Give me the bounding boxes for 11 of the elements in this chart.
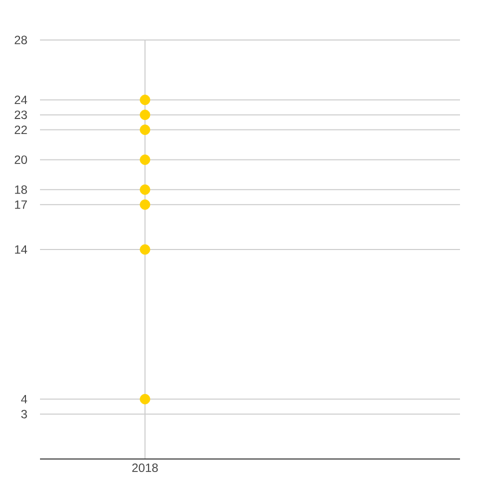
- y-tick-label: 3: [21, 410, 27, 418]
- y-tick-label: 4: [21, 395, 28, 404]
- y-tick-label: 14: [15, 245, 28, 254]
- y-tick-label: 18: [15, 185, 27, 194]
- y-tick-label: 22: [14, 126, 27, 134]
- y-tick-label: 24: [14, 96, 28, 104]
- y-tick-label: 17: [15, 200, 27, 209]
- y-tick-label: 20: [14, 155, 28, 164]
- y-tick-label: 23: [14, 110, 27, 120]
- y-tick-label: 28: [14, 36, 27, 44]
- x-tick-label: 2018: [132, 464, 158, 472]
